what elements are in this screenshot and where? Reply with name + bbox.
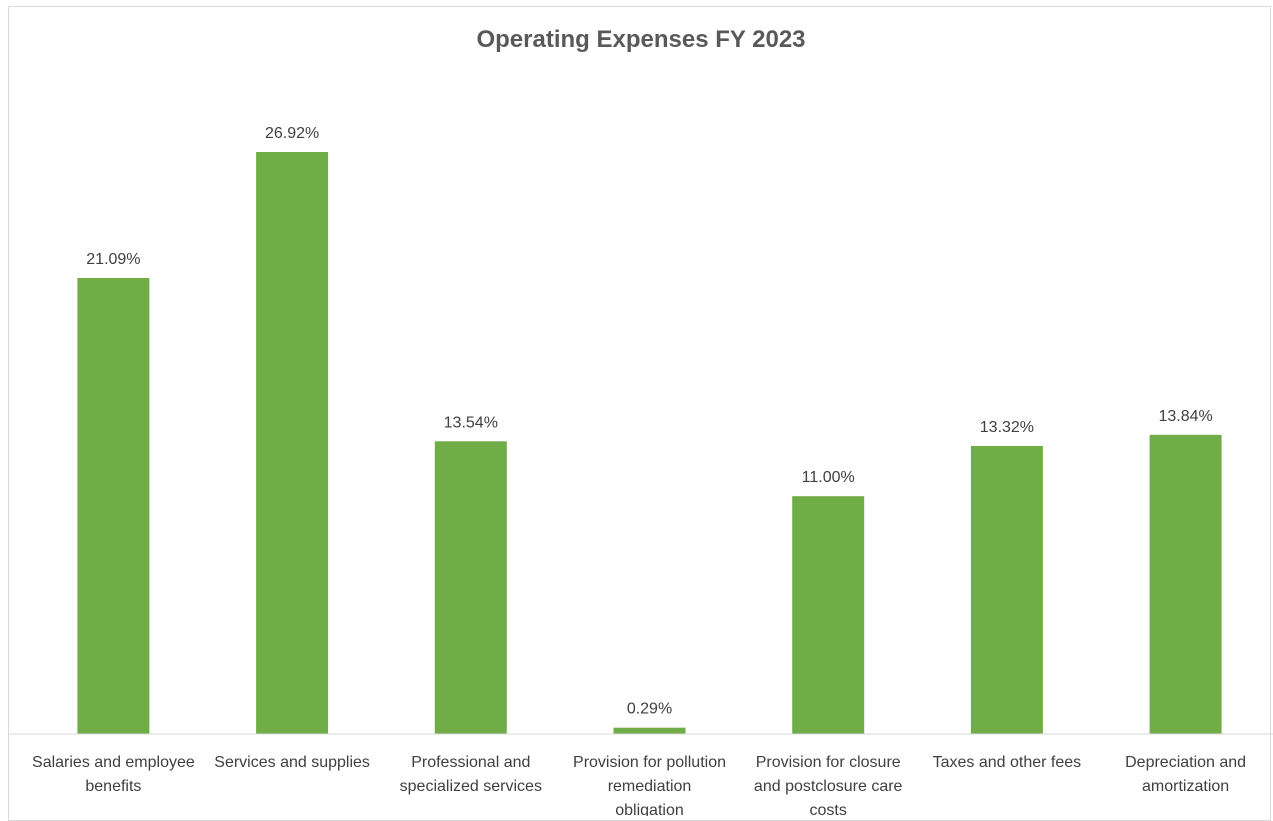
- data-label-3: 13.54%: [444, 414, 498, 431]
- category-label-5: Provision for closure and postclosure car…: [754, 754, 903, 816]
- category-label-line: costs: [810, 802, 847, 816]
- category-label-1: Salaries and employee benefits: [32, 754, 195, 795]
- bar-5: [792, 496, 865, 734]
- data-labels-layer: 21.09% 26.92% 13.54% 0.29% 11.00% 13.32% 13.84…: [86, 125, 1212, 718]
- category-label-line: Taxes and other fees: [933, 754, 1082, 771]
- chart-title: Operating Expenses FY 2023: [476, 26, 806, 53]
- data-label-7: 13.84%: [1158, 408, 1212, 425]
- category-label-7: Depreciation and amortization: [1125, 754, 1246, 795]
- category-label-line: Services and supplies: [214, 754, 370, 771]
- category-label-line: Salaries and employee: [32, 754, 195, 771]
- category-label-line: amortization: [1142, 778, 1229, 795]
- category-label-line: Provision for closure: [756, 754, 901, 771]
- bar-6: [970, 446, 1043, 734]
- chart-frame: [8, 6, 1271, 821]
- bar-2: [256, 152, 329, 734]
- data-label-5: 11.00%: [802, 469, 855, 486]
- category-label-3: Professional and specialized services: [400, 754, 542, 795]
- bar-4: [613, 727, 686, 734]
- category-label-line: remediation: [608, 778, 692, 795]
- data-label-1: 21.09%: [86, 251, 140, 268]
- category-label-6: Taxes and other fees: [933, 754, 1082, 771]
- bar-7: [1149, 434, 1222, 734]
- category-labels-layer: Salaries and employee benefits Services an…: [32, 754, 1246, 816]
- category-label-line: Provision for pollution: [573, 754, 726, 771]
- category-label-4: Provision for pollution remediation obliga…: [573, 754, 726, 816]
- category-label-line: Depreciation and: [1125, 754, 1246, 771]
- bar-1: [77, 278, 150, 734]
- data-label-4: 0.29%: [627, 701, 672, 718]
- bars-layer: [77, 152, 1222, 734]
- bar-3: [434, 441, 507, 734]
- data-label-6: 13.32%: [980, 419, 1034, 436]
- category-label-line: and postclosure care: [754, 778, 903, 795]
- category-label-2: Services and supplies: [214, 754, 370, 771]
- data-label-2: 26.92%: [265, 125, 319, 142]
- category-label-line: benefits: [85, 778, 141, 795]
- category-label-line: obligation: [615, 802, 684, 816]
- category-label-line: specialized services: [400, 778, 542, 795]
- category-label-line: Professional and: [411, 754, 530, 771]
